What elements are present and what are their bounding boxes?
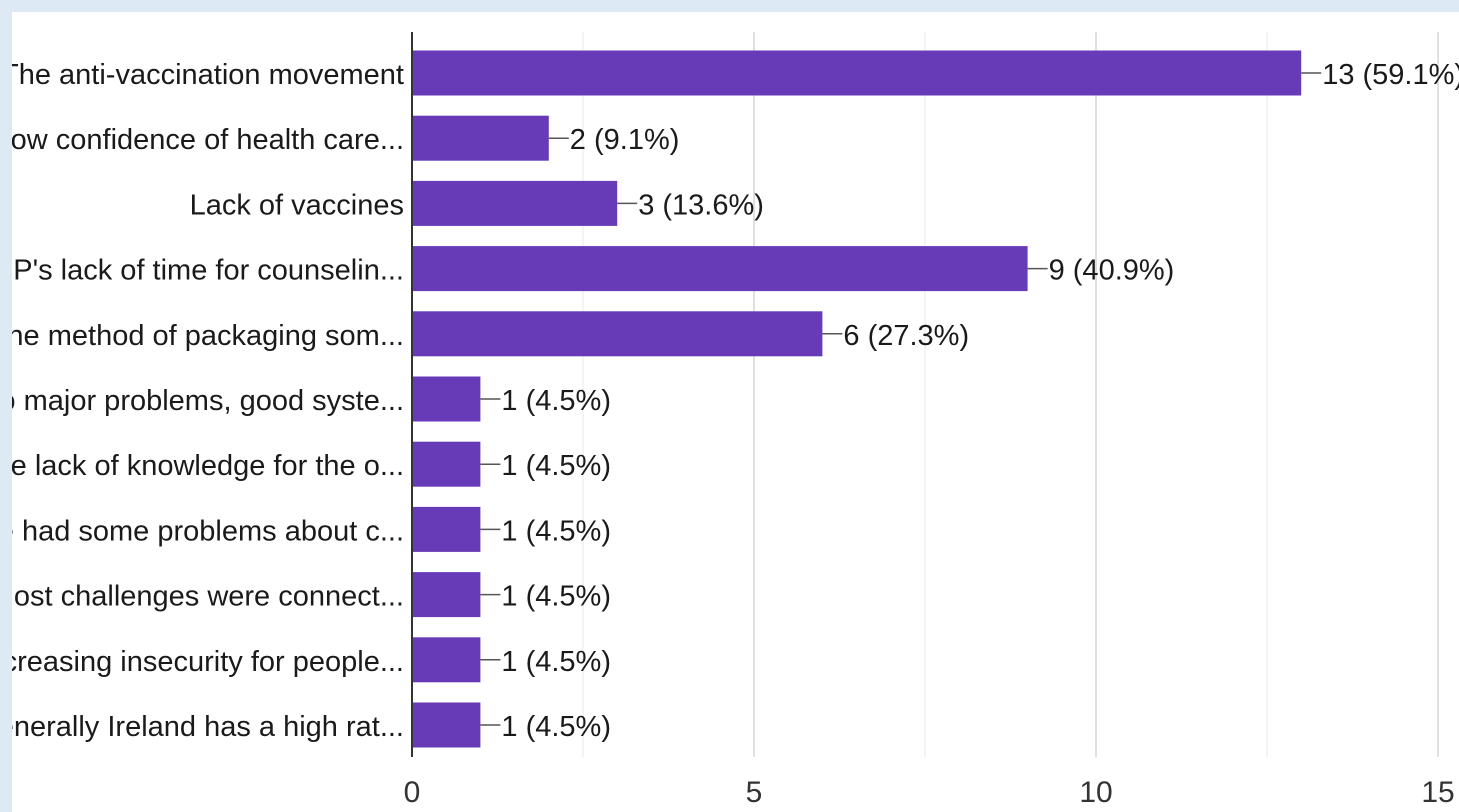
bar — [412, 637, 481, 683]
category-label: The anti-vaccination movement — [12, 59, 404, 91]
category-label: The method of packaging som... — [12, 320, 404, 352]
value-label: 1 (4.5%) — [501, 450, 611, 482]
value-label: 9 (40.9%) — [1049, 255, 1175, 287]
bar — [412, 246, 1028, 292]
gridlines — [582, 32, 1439, 757]
category-label: No major problems, good syste... — [12, 385, 404, 417]
x-tick-label: 5 — [746, 776, 763, 809]
x-tick-labels: 0 5 10 15 — [404, 776, 1455, 809]
category-label: we had some problems about c... — [12, 515, 404, 547]
value-label: 6 (27.3%) — [843, 320, 969, 352]
bar-chart: The anti-vaccination movement Low confide… — [12, 32, 1459, 809]
category-label: Lack of vaccines — [190, 189, 404, 221]
x-tick-label: 15 — [1421, 776, 1454, 809]
category-label: most challenges were connect... — [12, 581, 404, 613]
x-tick-label: 10 — [1079, 776, 1112, 809]
bar — [412, 311, 823, 357]
bar — [412, 115, 549, 161]
category-labels: The anti-vaccination movement Low confide… — [12, 59, 404, 743]
category-label: Low confidence of health care... — [12, 124, 404, 156]
bar — [412, 441, 481, 487]
chart-card: The anti-vaccination movement Low confide… — [12, 12, 1459, 812]
value-label: 2 (9.1%) — [570, 124, 680, 156]
bar — [412, 376, 481, 422]
category-label: GP's lack of time for counselin... — [12, 255, 404, 287]
category-label: increasing insecurity for people... — [12, 646, 404, 678]
bar — [412, 50, 1302, 96]
value-labels: 13 (59.1%) 2 (9.1%) 3 (13.6%) 9 (40.9%) 6 (2… — [480, 59, 1459, 743]
value-label: 1 (4.5%) — [501, 515, 611, 547]
category-label: Generally Ireland has a high rat... — [12, 711, 404, 743]
category-label: the lack of knowledge for the o... — [12, 450, 404, 482]
x-tick-label: 0 — [404, 776, 421, 809]
bar — [412, 572, 481, 618]
bars — [412, 50, 1302, 748]
value-label: 1 (4.5%) — [501, 646, 611, 678]
bar — [412, 180, 618, 226]
value-label: 1 (4.5%) — [501, 711, 611, 743]
value-label: 3 (13.6%) — [638, 189, 764, 221]
value-label: 13 (59.1%) — [1322, 59, 1459, 91]
value-label: 1 (4.5%) — [501, 385, 611, 417]
bar — [412, 702, 481, 748]
bar — [412, 506, 481, 552]
value-label: 1 (4.5%) — [501, 581, 611, 613]
